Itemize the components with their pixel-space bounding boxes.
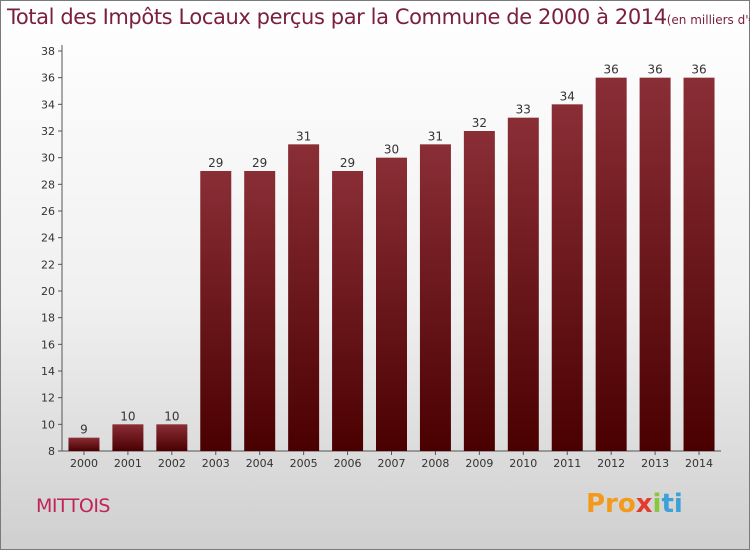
bar	[595, 77, 627, 452]
logo-part-2: i	[652, 489, 662, 519]
bar	[200, 171, 232, 451]
bar-value-label: 36	[647, 63, 662, 77]
chart-title-text: Total des Impôts Locaux perçus par la Co…	[7, 5, 667, 29]
y-tick-label: 10	[41, 418, 55, 431]
bar	[68, 437, 100, 451]
y-tick-label: 28	[41, 178, 55, 191]
y-tick-label: 26	[41, 205, 55, 218]
bar	[419, 144, 451, 452]
x-tick-label: 2011	[553, 457, 581, 470]
bar-value-label: 34	[560, 89, 575, 103]
logo-x: x	[635, 489, 653, 519]
y-tick-label: 34	[41, 98, 55, 111]
axes: 8 10 12 14 16 18 20 22 24 26 28 30 32 34 36 38 2000 2001 2…	[41, 45, 721, 470]
bar-value-label: 31	[296, 129, 311, 143]
x-tick-label: 2007	[378, 457, 406, 470]
x-tick-label: 2012	[597, 457, 625, 470]
commune-name: MITTOIS	[36, 495, 111, 517]
x-tick-label: 2010	[509, 457, 537, 470]
bar	[112, 424, 144, 451]
x-tick-label: 2001	[114, 457, 142, 470]
bar-value-label: 9	[80, 423, 88, 437]
y-tick-label: 18	[41, 312, 55, 325]
chart-title: Total des Impôts Locaux perçus par la Co…	[7, 5, 750, 29]
y-tick-label: 22	[41, 258, 55, 271]
x-tick-label: 2004	[246, 457, 274, 470]
bars	[68, 77, 715, 452]
bar	[463, 131, 495, 451]
y-tick-label: 20	[41, 285, 55, 298]
bar	[244, 171, 276, 451]
bar	[376, 157, 407, 451]
x-tick-label: 2002	[158, 457, 186, 470]
x-tick-label: 2013	[641, 457, 669, 470]
proxiti-logo: Proxiti	[586, 489, 683, 519]
bar	[639, 77, 671, 452]
bar-value-label: 10	[164, 409, 179, 423]
x-tick-label: 2009	[465, 457, 493, 470]
y-tick-label: 38	[41, 45, 55, 58]
bar	[332, 171, 364, 451]
y-tick-label: 12	[41, 392, 55, 405]
logo-part-1: Pro	[586, 489, 636, 519]
bar	[551, 104, 583, 451]
bar-value-label: 29	[252, 156, 267, 170]
y-tick-label: 16	[41, 338, 55, 351]
bar	[507, 117, 539, 452]
logo-part-3: ti	[661, 489, 683, 519]
bar-value-label: 33	[516, 103, 531, 117]
bar-value-label: 30	[384, 143, 399, 157]
y-tick-label: 36	[41, 72, 55, 85]
x-tick-label: 2014	[685, 457, 713, 470]
x-tick-label: 2005	[290, 457, 318, 470]
data-labels: 9 10 10 29 29 31 29 30 31 32 33 34 36 36 36	[80, 63, 707, 437]
y-tick-label: 30	[41, 152, 55, 165]
y-tick-label: 24	[41, 232, 55, 245]
bar	[288, 144, 320, 452]
bar-value-label: 29	[208, 156, 223, 170]
bar-value-label: 36	[691, 63, 706, 77]
bar-value-label: 29	[340, 156, 355, 170]
x-tick-label: 2006	[334, 457, 362, 470]
y-tick-label: 14	[41, 365, 55, 378]
bar	[683, 77, 715, 452]
chart-unit: (en milliers d'€)	[666, 13, 750, 27]
x-tick-label: 2008	[421, 457, 449, 470]
x-tick-label: 2003	[202, 457, 230, 470]
bar-value-label: 36	[604, 63, 619, 77]
bar-value-label: 32	[472, 116, 487, 130]
bar-value-label: 10	[120, 409, 135, 423]
bar	[156, 424, 188, 451]
y-tick-label: 32	[41, 125, 55, 138]
x-tick-label: 2000	[70, 457, 98, 470]
bar-value-label: 31	[428, 129, 443, 143]
y-tick-label: 8	[48, 445, 55, 458]
